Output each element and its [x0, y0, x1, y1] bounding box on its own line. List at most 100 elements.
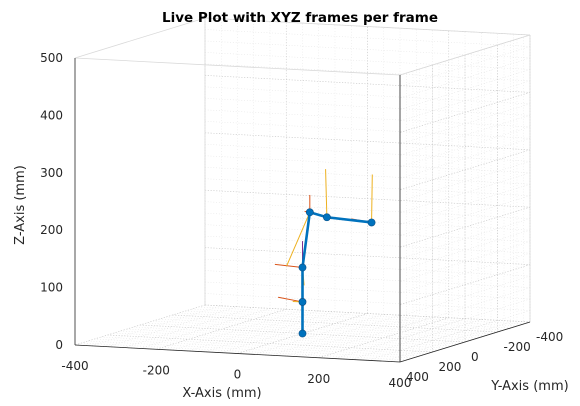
frame-y-axis: [286, 212, 311, 267]
floor-minor-grid-x: [383, 320, 514, 362]
side-minor-grid-z: [399, 241, 531, 282]
floor-minor-grid-x: [204, 311, 336, 353]
floor-minor-grid-x: [221, 312, 352, 353]
side-minor-grid-z: [399, 103, 531, 145]
floor-minor-grid-x: [253, 314, 384, 355]
floor-minor-grid-y: [146, 322, 472, 341]
back-grid-z: [204, 247, 531, 265]
floor-minor-grid-y: [100, 336, 427, 355]
box-edge: [399, 34, 531, 76]
floor-minor-grid-y: [198, 306, 524, 325]
floor-minor-grid-x: [123, 307, 254, 348]
side-minor-grid-z: [399, 57, 531, 99]
joint-marker: [298, 298, 307, 306]
back-minor-grid-z: [204, 86, 531, 105]
side-grid-z: [399, 92, 531, 133]
side-minor-grid-z: [399, 115, 531, 156]
data-layer: [274, 169, 376, 338]
side-minor-grid-z: [399, 161, 531, 202]
side-minor-grid-z: [399, 172, 531, 213]
joint-marker: [367, 218, 376, 227]
joint-marker: [298, 263, 307, 272]
floor-minor-grid-x: [107, 306, 238, 347]
x-tick-label: 200: [307, 372, 330, 386]
y-tick-label: 0: [471, 350, 479, 364]
floor-minor-grid-x: [351, 319, 482, 360]
y-tick-label: 400: [406, 370, 429, 384]
floor-minor-grid-y: [191, 308, 518, 327]
frame-x-axis: [274, 263, 303, 268]
z-tick-label: 500: [40, 51, 63, 65]
z-tick-label: 200: [40, 223, 63, 237]
side-minor-grid-z: [399, 287, 531, 328]
side-minor-grid-z: [399, 126, 531, 168]
back-minor-grid-z: [204, 224, 531, 242]
side-grid-z: [399, 149, 531, 191]
back-minor-grid-z: [204, 235, 531, 254]
y-tick-label: -400: [536, 330, 563, 344]
box-edge: [74, 57, 401, 76]
y-axis-line: [399, 321, 531, 363]
joint-marker: [305, 208, 314, 217]
chart-title: Live Plot with XYZ frames per frame: [162, 10, 438, 26]
floor-minor-grid-x: [302, 316, 433, 358]
back-minor-grid-z: [204, 121, 531, 139]
floor-minor-grid-y: [87, 340, 414, 359]
side-minor-grid-z: [399, 229, 531, 271]
side-minor-grid-z: [399, 252, 531, 294]
floor-minor-grid-y: [152, 320, 479, 339]
z-tick-label: 400: [40, 108, 63, 122]
box-edge: [74, 17, 206, 59]
floor-minor-grid-x: [269, 314, 401, 356]
floor-grid-y: [107, 334, 433, 353]
side-grid-z: [399, 206, 531, 248]
frame-y-axis: [325, 169, 328, 218]
x-tick-label: -200: [143, 363, 170, 377]
y-tick-label: 200: [439, 360, 462, 374]
y-axis-label: Y-Axis (mm): [490, 379, 568, 394]
side-minor-grid-z: [399, 298, 531, 340]
side-minor-grid-z: [399, 138, 531, 179]
x-axis-line: [74, 344, 401, 363]
tick-labels: 400 200 0 -200 -400 400 200 0 -200 -400 0 100 200 300…: [40, 51, 563, 390]
floor-minor-grid-y: [178, 312, 505, 331]
x-tick-label: -400: [61, 359, 88, 373]
z-axis-label: Z-Axis (mm): [13, 165, 28, 245]
back-grid-z: [204, 75, 531, 93]
z-tick-label: 300: [40, 166, 63, 180]
box-edge: [204, 17, 531, 36]
back-grid-z: [204, 132, 531, 151]
floor-minor-grid-y: [133, 326, 459, 345]
floor-minor-grid-x: [91, 305, 222, 347]
floor-minor-grid-y: [120, 330, 446, 349]
side-minor-grid-z: [399, 275, 531, 317]
floor-minor-grid-x: [172, 309, 303, 351]
x-tick-label: 400: [389, 376, 412, 390]
side-minor-grid-z: [399, 310, 531, 351]
y-tick-label: -200: [504, 340, 531, 354]
side-grid-z: [399, 264, 531, 305]
side-minor-grid-z: [399, 184, 531, 225]
back-grid-z: [204, 189, 531, 208]
x-axis-label: X-Axis (mm): [182, 386, 261, 401]
x-tick-label: 0: [234, 368, 242, 382]
frame-y-axis: [371, 174, 373, 223]
joint-marker: [322, 213, 331, 222]
floor-minor-grid-x: [188, 310, 319, 352]
joint-marker: [298, 329, 307, 338]
side-minor-grid-z: [399, 80, 531, 122]
side-minor-grid-z: [399, 69, 531, 110]
back-grid-z: [204, 304, 531, 323]
floor-minor-grid-x: [139, 308, 271, 349]
z-tick-label: 0: [55, 338, 63, 352]
floor-minor-grid-x: [286, 315, 417, 357]
axes-box: [74, 17, 531, 363]
back-minor-grid-z: [204, 98, 531, 116]
floor-minor-grid-y: [165, 316, 492, 335]
side-minor-grid-z: [399, 195, 531, 236]
arm-line: [301, 210, 372, 334]
z-tick-label: 100: [40, 281, 63, 295]
floor-grid-y: [172, 314, 498, 333]
side-minor-grid-z: [399, 218, 531, 259]
